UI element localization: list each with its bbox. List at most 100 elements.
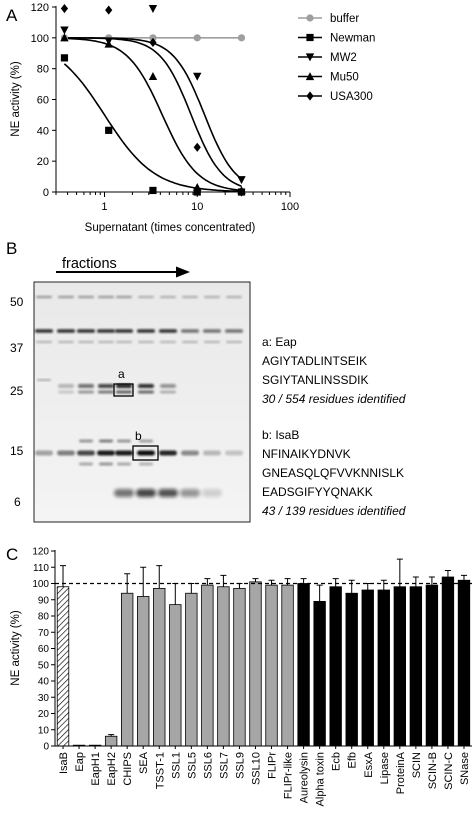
data-point-buffer: [237, 34, 246, 42]
bar-eaph2: [104, 735, 118, 747]
data-point-buffer: [193, 34, 201, 42]
bar-proteina: [393, 586, 407, 747]
data-point-mu50: [60, 33, 69, 42]
gel-band: [159, 329, 177, 333]
y-tick-label: 60: [38, 644, 50, 655]
x-axis-ticks: 1 10 100: [55, 192, 299, 213]
y-tick-label: 20: [38, 709, 50, 720]
y-tick-label: 120: [32, 547, 49, 558]
gel-band: [116, 295, 132, 299]
series-curves: [63, 37, 243, 193]
bar-lipase: [377, 589, 390, 747]
legend-label-mu50: Mu50: [330, 72, 359, 84]
bar-ssl5: [185, 592, 198, 747]
legend-marker-usa300: [306, 91, 314, 101]
band-b-box: [132, 445, 159, 461]
bar-ssl10: [249, 581, 262, 747]
y-tick-label: 100: [32, 579, 49, 590]
gel-band: [79, 462, 93, 466]
gel-band: [158, 489, 178, 497]
gel-band: [225, 450, 243, 456]
band-a-label: a: [118, 367, 125, 381]
marker-label-50: 50: [10, 295, 24, 309]
y-tick-label: 20: [37, 156, 49, 168]
error-bars: [60, 558, 467, 737]
data-point-mw2: [237, 176, 246, 185]
bar-ssl1: [169, 604, 182, 747]
gel-band: [58, 390, 74, 394]
category-label-eap: Eap: [74, 752, 86, 772]
legend: buffer Newman MW2 Mu50 USA300: [298, 13, 375, 103]
gel-band: [77, 450, 95, 456]
gel-band: [115, 450, 133, 456]
gel-band: [78, 295, 94, 299]
gel-panel-b: fractions 50 37 25 15 6 a b a: Eap AGIYT…: [10, 256, 406, 523]
category-label-aureolysin: Aureolysin: [299, 752, 311, 803]
annotation-b-peptide-2: GNEASQLQFVVKNNISLK: [262, 466, 404, 480]
gel-band: [182, 295, 198, 299]
gel-band: [137, 329, 155, 333]
gel-bands: [35, 295, 243, 497]
gel-band: [117, 462, 131, 466]
data-point-usa300: [60, 3, 69, 14]
x-tick-label: 100: [281, 201, 299, 213]
gel-band: [57, 450, 75, 456]
category-label-snase: SNase: [459, 752, 471, 785]
gel-band: [139, 439, 153, 443]
y-tick-label: 50: [38, 660, 50, 671]
gel-band: [138, 340, 154, 344]
y-tick-label: 80: [38, 612, 50, 623]
gel-band: [160, 295, 176, 299]
data-point-newman: [60, 54, 69, 62]
gel-band: [36, 295, 52, 299]
bar-ssl9: [233, 587, 246, 747]
y-axis-label: NE activity (%): [10, 61, 22, 137]
data-point-buffer: [149, 34, 157, 42]
category-label-tsst-1: TSST-1: [154, 752, 166, 789]
data-point-mu50: [148, 71, 158, 80]
category-label-ssl9: SSL9: [234, 752, 246, 779]
gel-band: [225, 329, 243, 333]
bar-snase: [457, 579, 471, 747]
annotation-b-peptide-3: EADSGIFYYQNAKK: [262, 485, 373, 499]
data-point-usa300: [193, 142, 201, 152]
annotation-a-title: a: Eap: [262, 335, 297, 349]
annotation-b: b: IsaB NFINAIKYDNVK GNEASQLQFVVKNNISLK …: [262, 428, 406, 518]
legend-marker-newman: [306, 33, 314, 42]
gel-band: [35, 450, 53, 456]
legend-marker-mw2: [305, 53, 315, 62]
gel-band: [78, 390, 94, 394]
gel-band: [99, 462, 113, 466]
category-label-proteina: ProteinA: [395, 751, 407, 794]
bar-aureolysin: [297, 583, 310, 747]
category-label-ssl5: SSL5: [186, 752, 198, 779]
gel-band: [138, 384, 154, 388]
category-label-scin-c: SCIN-C: [443, 752, 455, 790]
y-tick-label: 0: [43, 742, 49, 753]
gel-band: [116, 390, 132, 394]
bar-ssl6: [201, 584, 214, 747]
data-point-mw2: [60, 26, 69, 35]
bar-flipr: [265, 584, 278, 747]
legend-marker-buffer: [306, 14, 314, 22]
y-axis-ticks: 0 10 20 30 40 50 60 70 80 90 100 110 120: [32, 547, 55, 753]
annotation-b-peptide-1: NFINAIKYDNVK: [262, 447, 351, 461]
gel-band: [204, 295, 220, 299]
category-label-sea: SEA: [138, 751, 150, 774]
band-a-box: [113, 383, 134, 397]
y-tick-label: 60: [37, 95, 49, 107]
legend-label-buffer: buffer: [330, 13, 359, 25]
y-tick-label: 80: [37, 64, 49, 76]
y-tick-label: 40: [37, 125, 49, 137]
gel-band: [98, 295, 114, 299]
legend-marker-mu50: [305, 72, 315, 81]
y-axis-label: NE activity (%): [10, 610, 22, 686]
annotation-a-coverage: 30 / 554 residues identified: [262, 392, 406, 406]
gel-band: [203, 329, 221, 333]
marker-label-37: 37: [10, 341, 24, 355]
data-point-usa300: [105, 5, 113, 15]
gel-band: [79, 439, 93, 443]
y-tick-label: 30: [38, 693, 50, 704]
category-label-ssl7: SSL7: [218, 752, 230, 779]
